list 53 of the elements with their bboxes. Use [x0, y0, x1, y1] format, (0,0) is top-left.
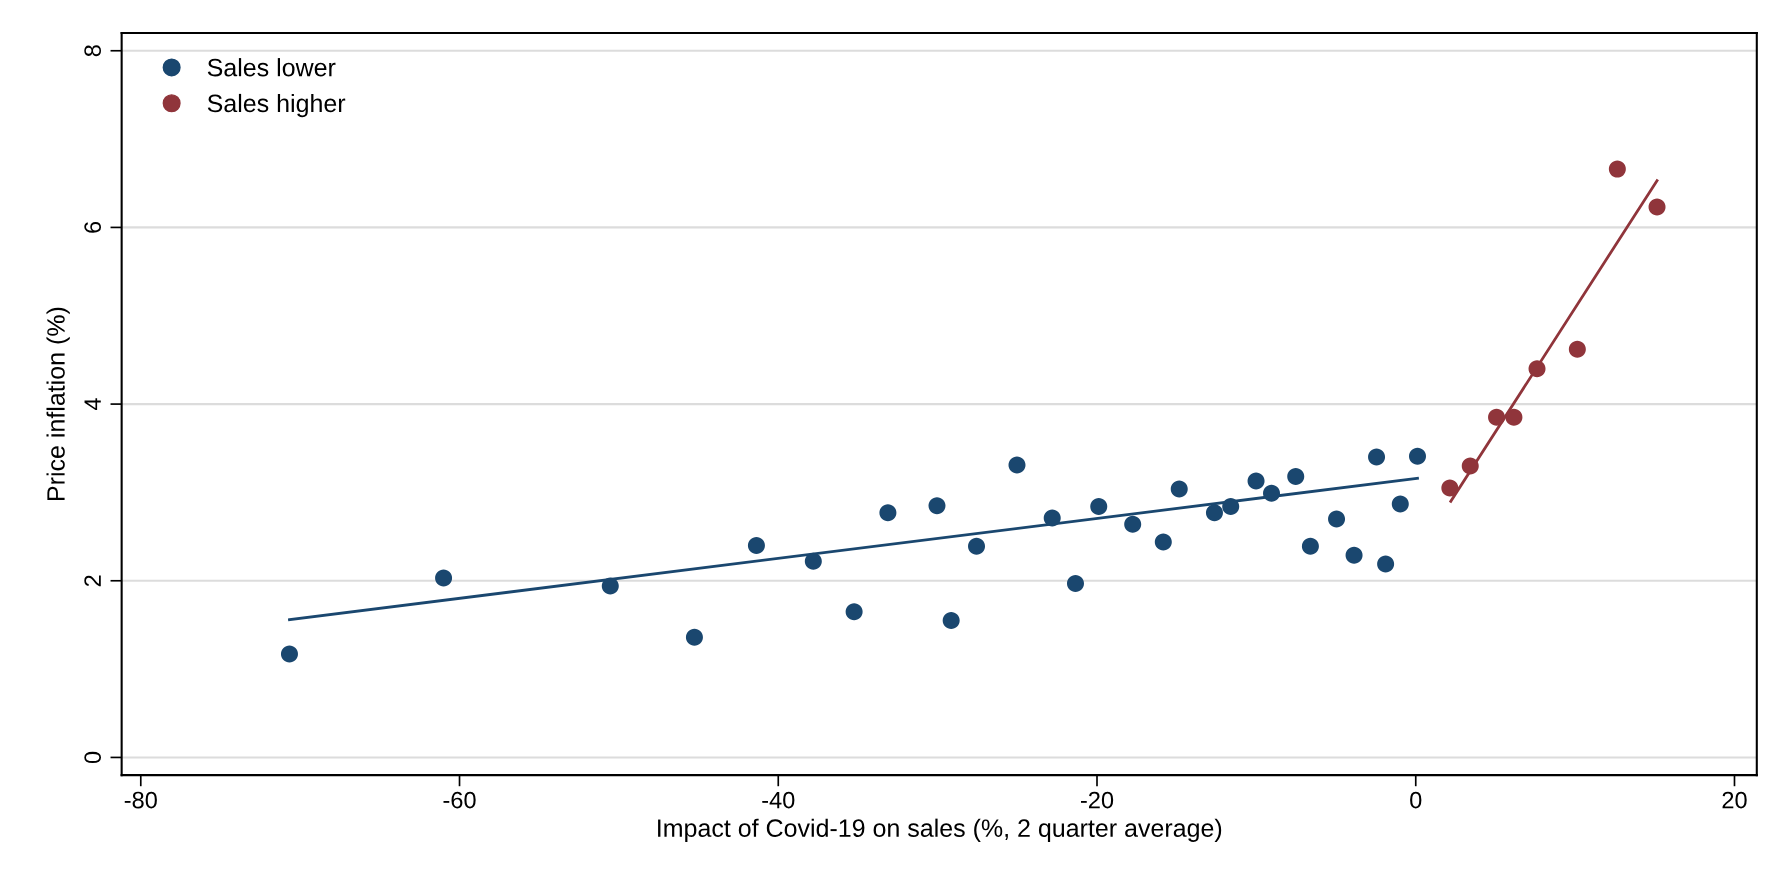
x-tick-label: -20 [1080, 791, 1114, 809]
x-tick-label: -80 [124, 791, 157, 809]
point [1461, 457, 1479, 475]
point [1505, 408, 1523, 426]
point [601, 577, 619, 595]
point [1377, 555, 1395, 573]
point [845, 603, 863, 621]
point [1066, 574, 1084, 592]
point [1608, 160, 1626, 178]
point [804, 552, 822, 570]
point [1528, 360, 1546, 378]
point [1008, 456, 1026, 474]
point [280, 645, 298, 663]
point [1287, 468, 1305, 486]
point [1154, 533, 1172, 551]
point [1263, 484, 1281, 502]
point [435, 569, 453, 587]
point [1205, 504, 1223, 522]
point [685, 628, 703, 646]
point [942, 612, 960, 630]
x-tick-label: -60 [443, 791, 476, 809]
point [1391, 495, 1409, 513]
y-tick-label: 6 [84, 221, 102, 233]
point [968, 537, 986, 555]
point [1568, 340, 1586, 358]
point [1043, 509, 1061, 527]
point [1170, 480, 1188, 498]
point [1488, 408, 1506, 426]
y-tick-label: 2 [84, 575, 101, 587]
legend-label: Sales higher [207, 93, 346, 118]
point [1124, 515, 1142, 533]
point [1247, 472, 1265, 490]
point [928, 497, 946, 515]
y-tick-label: 0 [84, 751, 102, 764]
y-axis-title: Price inflation (%) [46, 307, 70, 500]
point [1368, 448, 1386, 466]
point [747, 536, 765, 554]
point [1345, 546, 1363, 564]
x-tick-label: 0 [1410, 791, 1422, 809]
point [1441, 479, 1459, 497]
x-tick-label: -40 [762, 791, 795, 809]
point [1328, 510, 1346, 528]
x-tick-label: 20 [1722, 791, 1747, 809]
point [1648, 198, 1666, 216]
y-tick-label: 8 [84, 45, 102, 57]
point [1090, 498, 1108, 516]
x-axis-title: Impact of Covid-19 on sales (%, 2 quarter average) [658, 818, 1222, 842]
y-tick-label: 4 [84, 398, 101, 411]
point [1222, 498, 1240, 516]
point [1408, 447, 1427, 465]
point [1301, 537, 1319, 555]
point [879, 504, 897, 522]
legend-label: Sales lower [207, 58, 336, 77]
